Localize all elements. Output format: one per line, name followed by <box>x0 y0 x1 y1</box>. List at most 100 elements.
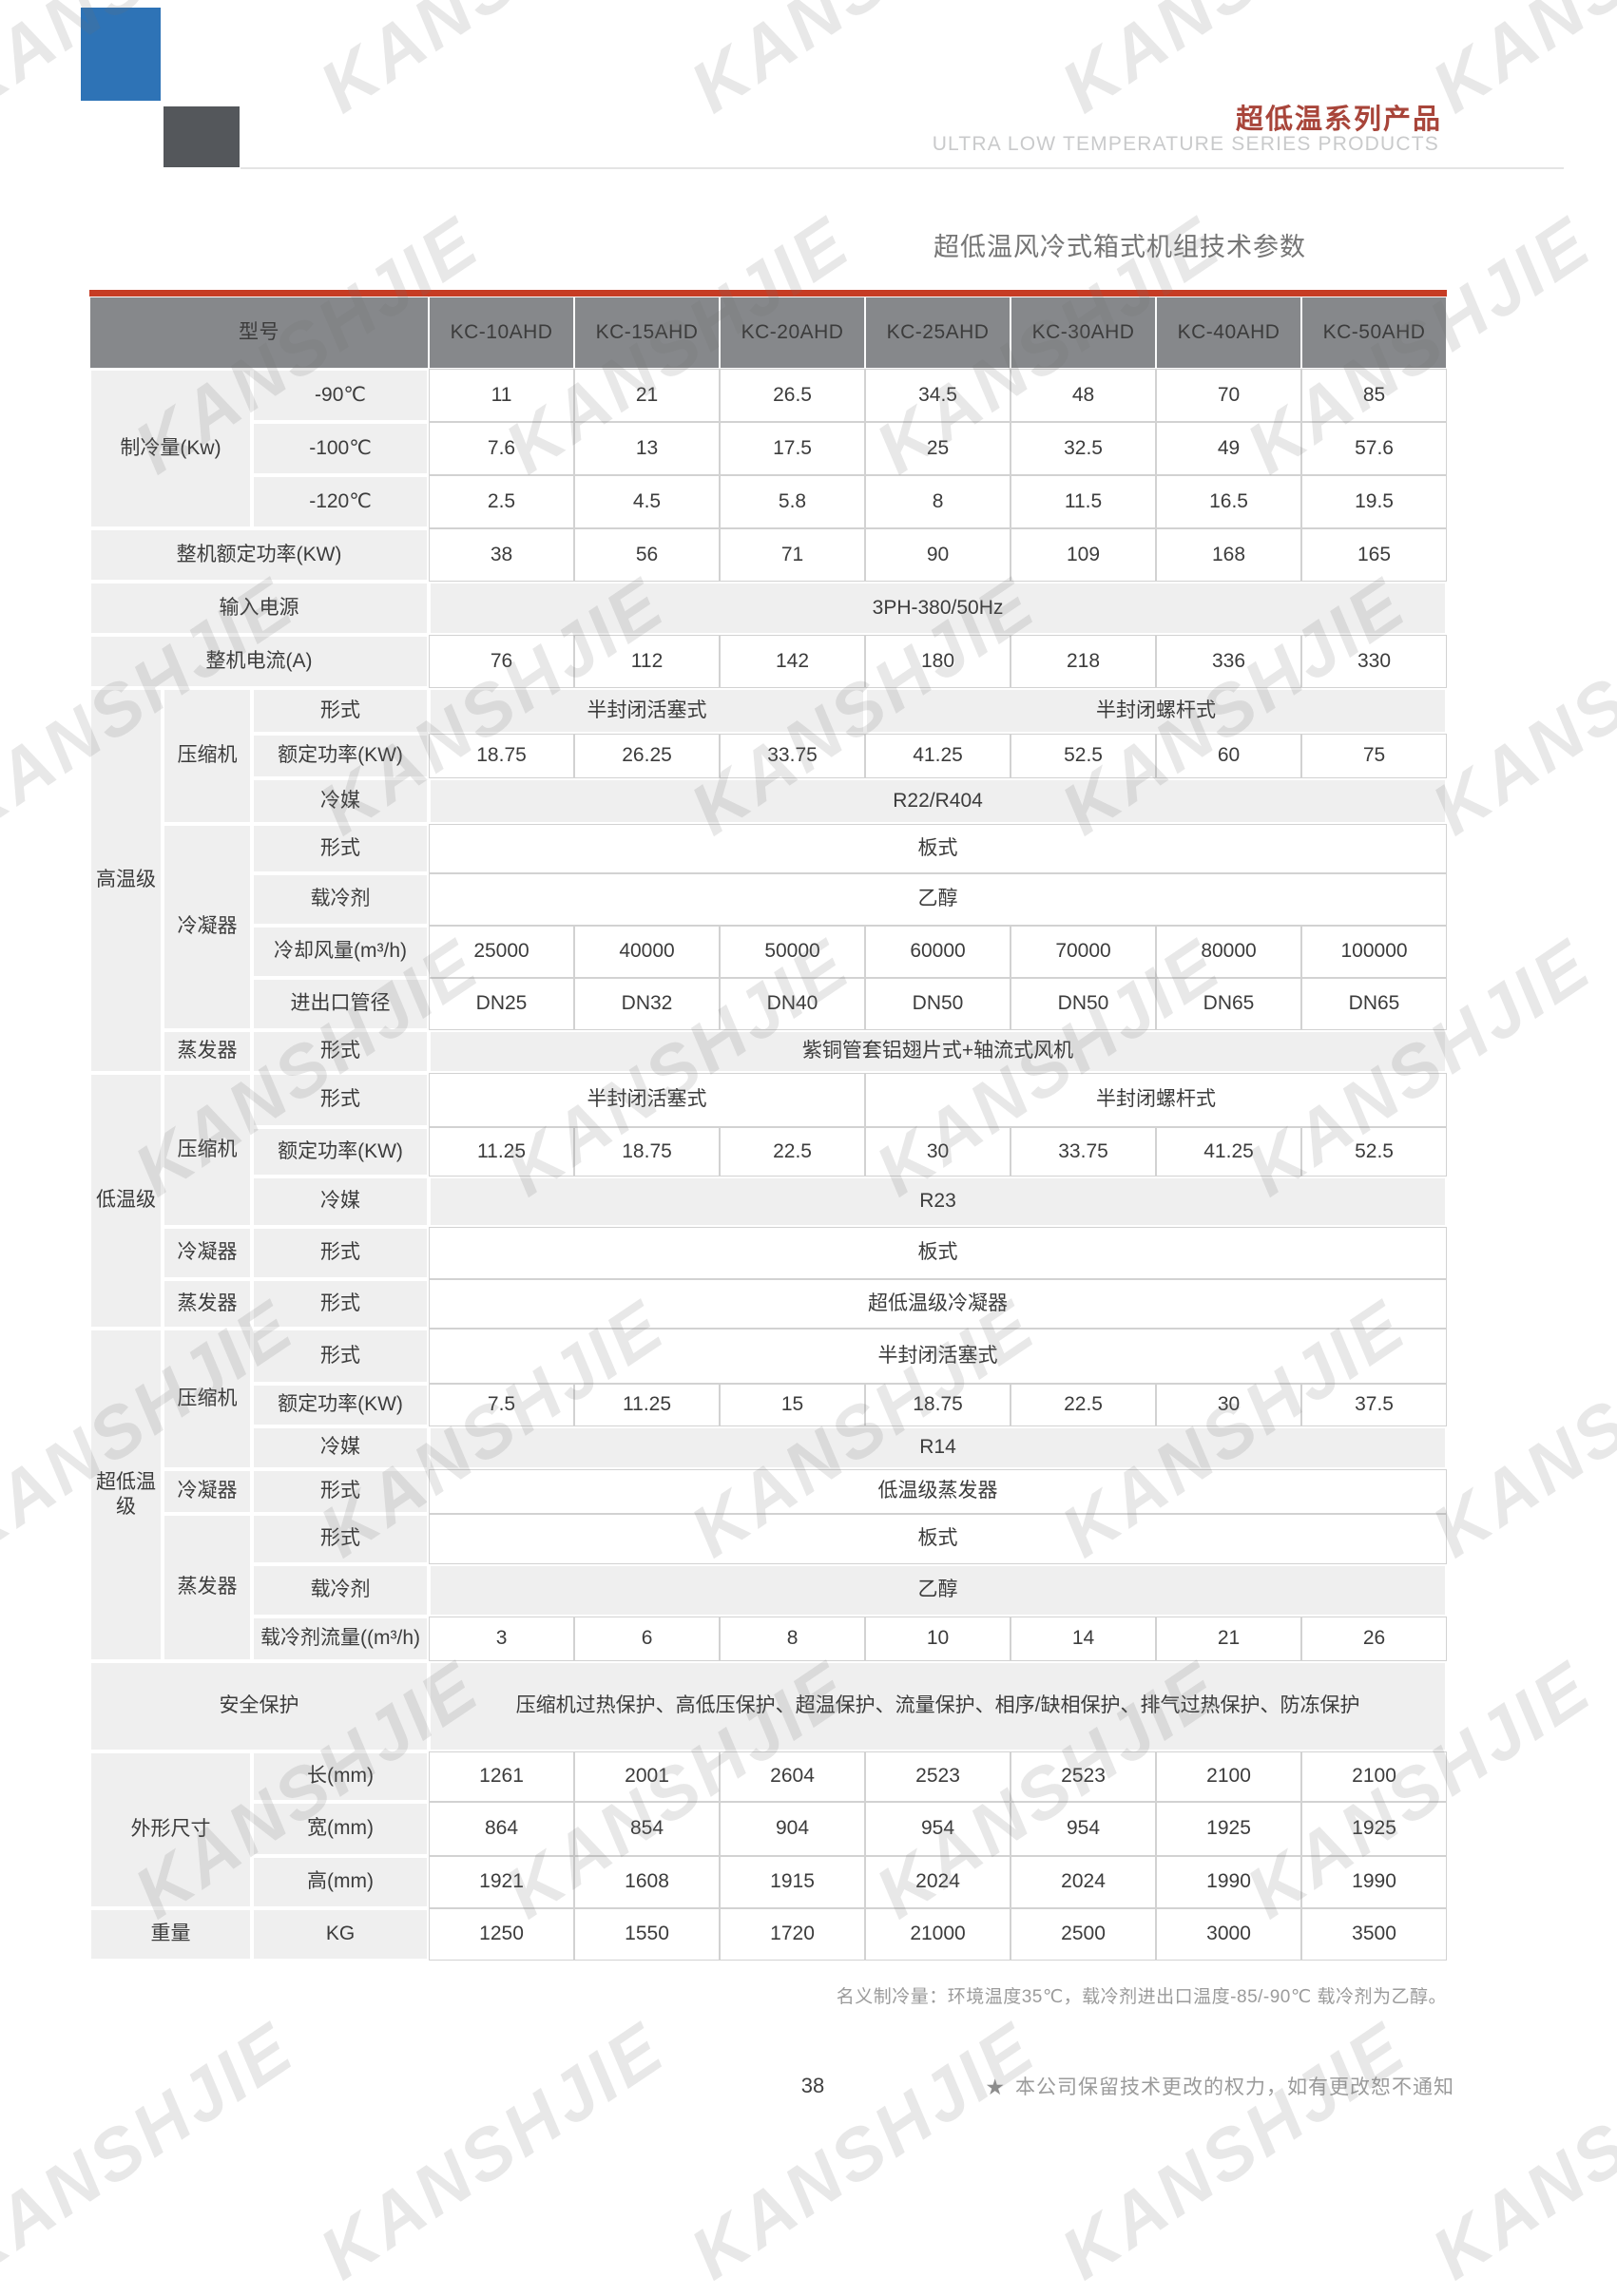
star-icon: ★ <box>985 2075 1006 2099</box>
cell-value: 38 <box>429 528 575 582</box>
watermark-text: KANSHJIE <box>0 2006 309 2296</box>
spec-table-body: 型号 KC-10AHD KC-15AHD KC-20AHD KC-25AHD KC-30A… <box>89 297 1448 1961</box>
cell-value: 1250 <box>429 1908 575 1961</box>
cell-value: 142 <box>720 635 866 688</box>
cell-value: 954 <box>1011 1802 1157 1856</box>
table-row: 蒸发器 形式 板式 <box>89 1514 1448 1661</box>
cell-value: 26.5 <box>720 369 866 422</box>
table-row: 制冷量(Kw) -90℃ 11 21 26.5 34.5 48 70 85 <box>89 369 1448 528</box>
cell-value: 6 <box>574 1617 721 1661</box>
row-label: -90℃ <box>252 369 430 422</box>
cell-value: 1915 <box>720 1856 866 1908</box>
row-label: 额定功率(KW) <box>252 734 430 778</box>
cell-value: 7.5 <box>429 1384 575 1426</box>
model-name-cell: KC-10AHD <box>429 297 575 369</box>
cell-value: 34.5 <box>865 369 1011 422</box>
row-label: 形式 <box>252 824 430 873</box>
table-row: 超低温级 压缩机 形式 半封闭活塞式 <box>89 1329 1448 1661</box>
cell-value: 70000 <box>1011 926 1157 978</box>
cell-value: 2523 <box>1011 1751 1157 1802</box>
series-title-en: ULTRA LOW TEMPERATURE SERIES PRODUCTS <box>932 133 1439 155</box>
cell-value: 3 <box>429 1617 575 1661</box>
row-label: 宽(mm) <box>252 1802 430 1856</box>
cell-value: 2100 <box>1156 1751 1302 1802</box>
table-row: 额定功率(KW) 11.25 18.75 22.5 30 33.75 41.25 52.5 <box>89 1127 1448 1177</box>
watermark-text: KANSHJIE <box>1417 1284 1617 1574</box>
cell-value: DN50 <box>1011 978 1157 1030</box>
merged-value: R14 <box>429 1426 1448 1469</box>
row-label: 形式 <box>252 1227 430 1279</box>
merged-value: 半封闭活塞式 <box>429 1329 1448 1384</box>
cell-value: 109 <box>1011 528 1157 582</box>
cell-value: 1925 <box>1301 1802 1448 1856</box>
cell-value: 33.75 <box>1011 1127 1157 1177</box>
header-divider <box>241 167 1564 169</box>
cell-value: 218 <box>1011 635 1157 688</box>
watermark-text: KANSHJIE <box>1417 2006 1617 2296</box>
table-row: 冷媒 R23 <box>89 1177 1448 1227</box>
table-row: 整机额定功率(KW) 38 56 71 90 109 168 165 <box>89 528 1448 582</box>
model-name-cell: KC-15AHD <box>574 297 721 369</box>
cooling-group-label: 制冷量(Kw) <box>89 369 252 528</box>
cell-value: 60 <box>1156 734 1302 778</box>
row-label: -100℃ <box>252 422 430 475</box>
cell-value: 1720 <box>720 1908 866 1961</box>
watermark-text: KANSHJIE <box>1047 2006 1421 2296</box>
cell-value: 112 <box>574 635 721 688</box>
table-row: -120℃ 2.5 4.5 5.8 8 11.5 16.5 19.5 <box>89 475 1448 528</box>
component-label: 冷凝器 <box>163 1227 252 1279</box>
row-label: 载冷剂 <box>252 873 430 926</box>
cell-value: 2604 <box>720 1751 866 1802</box>
cell-value: 2001 <box>574 1751 721 1802</box>
cell-value: 2024 <box>1011 1856 1157 1908</box>
cell-value: 21 <box>574 369 721 422</box>
cell-value: DN25 <box>429 978 575 1030</box>
cell-value: DN50 <box>865 978 1011 1030</box>
row-label: 冷媒 <box>252 1177 430 1227</box>
cell-value: 48 <box>1011 369 1157 422</box>
page-number: 38 <box>800 2074 825 2097</box>
cell-value: 7.6 <box>429 422 575 475</box>
cell-value: 50000 <box>720 926 866 978</box>
cell-value: 10 <box>865 1617 1011 1661</box>
model-header-cell: 型号 <box>89 297 430 369</box>
row-label: 额定功率(KW) <box>252 1127 430 1177</box>
cell-value: 8 <box>720 1617 866 1661</box>
merged-value: R23 <box>429 1177 1448 1227</box>
table-accent-bar <box>89 290 1447 297</box>
row-label: 载冷剂 <box>252 1564 430 1617</box>
cell-value: 21 <box>1156 1617 1302 1661</box>
watermark-text: KANSHJIE <box>305 0 680 129</box>
merged-value: 3PH-380/50Hz <box>429 582 1448 635</box>
cell-value: 76 <box>429 635 575 688</box>
table-row: 安全保护 压缩机过热保护、高低压保护、超温保护、流量保护、相序/缺相保护、排气过热… <box>89 1661 1448 1751</box>
cell-value: DN40 <box>720 978 866 1030</box>
row-label: 重量 <box>89 1908 252 1961</box>
cell-value: 100000 <box>1301 926 1448 978</box>
component-label: 冷凝器 <box>163 1469 252 1514</box>
cell-value: 3500 <box>1301 1908 1448 1961</box>
cell-value: 1261 <box>429 1751 575 1802</box>
cell-value: 19.5 <box>1301 475 1448 528</box>
row-label: 输入电源 <box>89 582 430 635</box>
component-label: 压缩机 <box>163 1329 252 1469</box>
cell-value: 8 <box>865 475 1011 528</box>
row-label: 长(mm) <box>252 1751 430 1802</box>
cell-value: 954 <box>865 1802 1011 1856</box>
cell-value: 18.75 <box>865 1384 1011 1426</box>
merged-value: 板式 <box>429 1514 1448 1564</box>
cell-value: 25000 <box>429 926 575 978</box>
cell-value: 71 <box>720 528 866 582</box>
table-row: 高(mm) 1921 1608 1915 2024 2024 1990 1990 <box>89 1856 1448 1908</box>
row-label: 形式 <box>252 1514 430 1564</box>
row-label: 高(mm) <box>252 1856 430 1908</box>
table-row: 蒸发器 形式 超低温级冷凝器 <box>89 1279 1448 1329</box>
cell-value: 2.5 <box>429 475 575 528</box>
component-label: 冷凝器 <box>163 824 252 1030</box>
cell-value: 25 <box>865 422 1011 475</box>
table-row: 载冷剂流量((m³/h) 3 6 8 10 14 21 26 <box>89 1617 1448 1661</box>
cell-value: 90 <box>865 528 1011 582</box>
table-row: 外形尺寸 长(mm) 1261 2001 2604 2523 2523 2100 2100 <box>89 1751 1448 1908</box>
merged-value: 乙醇 <box>429 1564 1448 1617</box>
